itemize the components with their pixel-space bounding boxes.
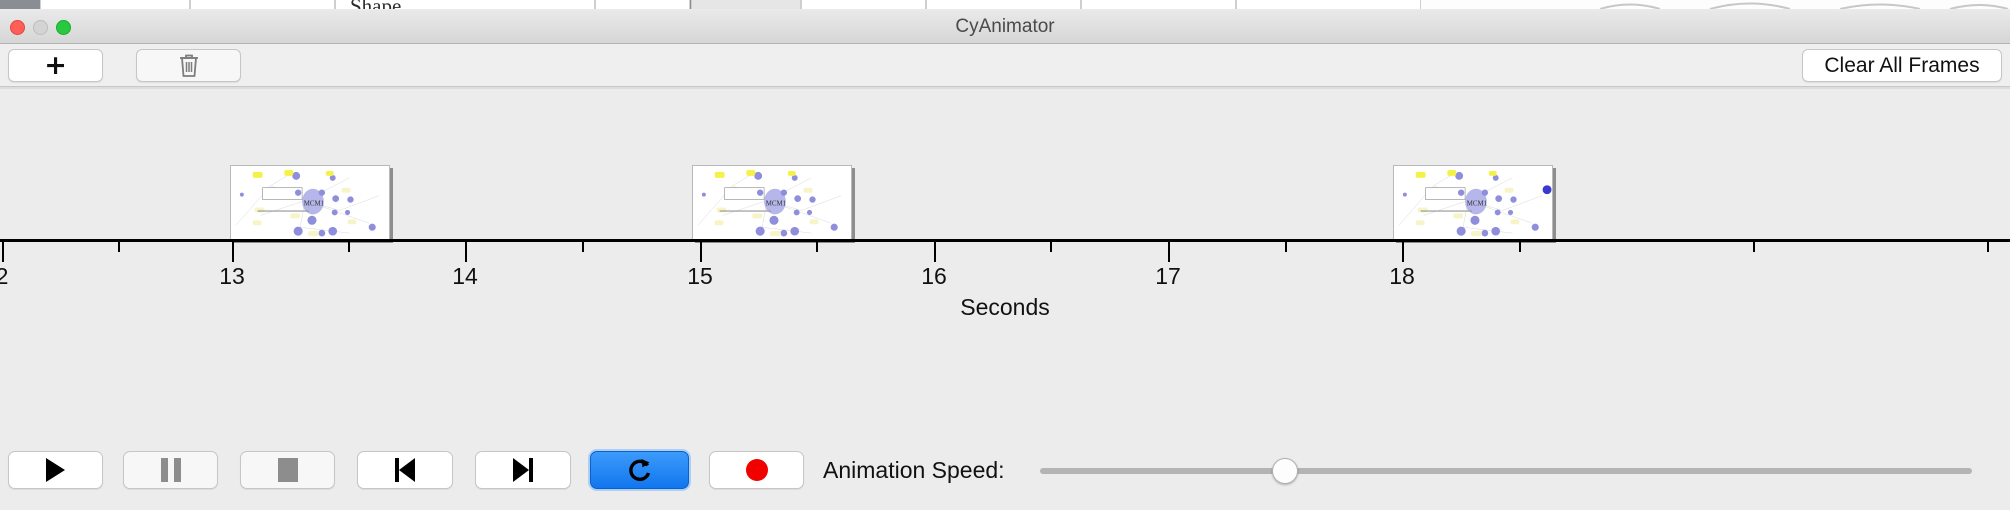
axis-tick-label: 15 — [687, 263, 713, 289]
zoom-button[interactable] — [56, 20, 71, 35]
axis-tick-major — [934, 242, 936, 262]
frame-thumbnail[interactable]: MCM1 — [1393, 165, 1553, 240]
animation-speed-slider[interactable] — [1040, 458, 1972, 484]
axis-tick-label: 14 — [452, 263, 478, 289]
axis-tick-major — [465, 242, 467, 262]
skip-forward-icon — [513, 458, 533, 482]
animation-speed-label: Animation Speed: — [823, 457, 1005, 483]
axis-tick-major — [232, 242, 234, 262]
next-frame-button[interactable] — [475, 451, 571, 489]
axis-tick-minor — [1285, 242, 1287, 252]
add-frame-button[interactable]: + — [8, 49, 103, 82]
axis-tick-label: 2 — [0, 263, 9, 289]
background-network-icon — [1599, 2, 2009, 9]
loop-button[interactable] — [590, 451, 689, 489]
axis-tick-minor — [1519, 242, 1521, 252]
svg-text:MCM1: MCM1 — [304, 201, 325, 208]
record-icon — [745, 459, 768, 481]
play-icon — [46, 458, 65, 482]
delete-frame-button[interactable] — [136, 49, 241, 82]
svg-text:MCM1: MCM1 — [766, 201, 787, 208]
background-app-strip: Shape — [0, 0, 2010, 9]
axis-tick-minor — [1987, 242, 1989, 252]
background-shape-label: Shape — [350, 0, 401, 9]
axis-tick-label: 17 — [1155, 263, 1181, 289]
skip-back-icon — [395, 458, 415, 482]
plus-icon: + — [44, 50, 67, 81]
minimize-button[interactable] — [33, 20, 48, 35]
trash-icon — [179, 54, 198, 77]
axis-tick-minor — [582, 242, 584, 252]
stop-button[interactable] — [240, 451, 335, 489]
record-button[interactable] — [709, 451, 804, 489]
frame-thumbnail[interactable]: MCM1 — [692, 165, 852, 240]
axis-tick-major — [1402, 242, 1404, 262]
timeline-top-divider — [0, 87, 2010, 89]
network-preview-icon: MCM1 — [1398, 169, 1552, 237]
axis-tick-label: 13 — [219, 263, 245, 289]
axis-tick-label: 16 — [921, 263, 947, 289]
clear-all-frames-button[interactable]: Clear All Frames — [1802, 49, 2002, 82]
close-button[interactable] — [10, 20, 25, 35]
loop-icon — [628, 459, 650, 481]
axis-tick-minor — [1050, 242, 1052, 252]
traffic-light-buttons — [10, 20, 71, 35]
stop-icon — [277, 458, 298, 482]
axis-tick-minor — [118, 242, 120, 252]
pause-icon — [160, 458, 181, 482]
timeline-panel[interactable]: MCM1 — [0, 87, 2010, 408]
playback-control-bar: Animation Speed: — [0, 439, 2010, 510]
axis-tick-minor — [348, 242, 350, 252]
frame-toolbar: + Clear All Frames — [0, 44, 2010, 87]
axis-tick-major — [700, 242, 702, 262]
network-preview-icon: MCM1 — [235, 169, 380, 237]
axis-title-seconds: Seconds — [960, 294, 1050, 320]
clear-all-frames-label: Clear All Frames — [1824, 53, 1980, 77]
axis-tick-major — [2, 242, 4, 262]
axis-tick-minor — [816, 242, 818, 252]
svg-text:MCM1: MCM1 — [1467, 201, 1488, 208]
frame-thumbnail[interactable]: MCM1 — [230, 165, 390, 240]
previous-frame-button[interactable] — [357, 451, 453, 489]
axis-tick-major — [1168, 242, 1170, 262]
timeline-axis-line — [0, 239, 2010, 242]
animation-speed-slider-thumb[interactable] — [1272, 458, 1298, 484]
window-title: CyAnimator — [955, 16, 1055, 37]
axis-tick-label: 18 — [1389, 263, 1415, 289]
title-bar: CyAnimator — [0, 9, 2010, 44]
axis-tick-minor — [1753, 242, 1755, 252]
pause-button[interactable] — [123, 451, 218, 489]
play-button[interactable] — [8, 451, 103, 489]
network-preview-icon: MCM1 — [697, 169, 842, 237]
